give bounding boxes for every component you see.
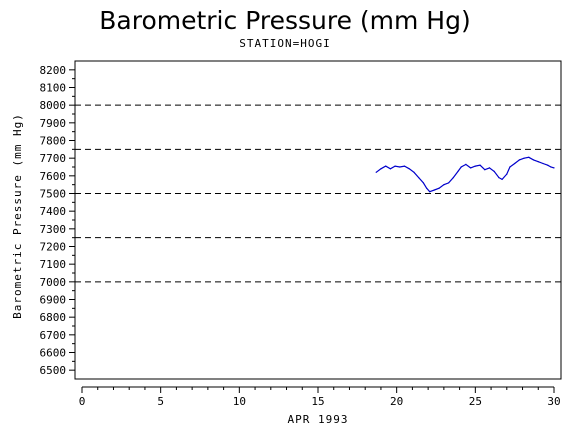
y-tick-label: 7000 (40, 276, 67, 289)
x-tick-label: 20 (390, 395, 403, 408)
series-line (375, 156, 555, 193)
y-tick-label: 6500 (40, 364, 67, 377)
data-point (542, 162, 544, 165)
data-point (429, 191, 431, 193)
data-point (474, 165, 476, 167)
data-point (506, 173, 508, 175)
data-point (465, 163, 467, 165)
data-point (553, 167, 555, 169)
data-point (523, 157, 525, 159)
data-point (438, 187, 440, 189)
data-point (422, 182, 424, 184)
data-point (418, 177, 420, 179)
y-tick-label: 7800 (40, 135, 67, 148)
y-tick-label: 7700 (40, 152, 67, 165)
y-axis-title: Barometric Pressure (mm Hg) (11, 113, 24, 319)
data-point (448, 182, 450, 184)
data-point (426, 187, 428, 189)
data-point (460, 166, 462, 168)
data-point (550, 166, 552, 168)
data-point (509, 166, 511, 168)
data-point (501, 178, 503, 180)
x-tick-label: 10 (233, 395, 246, 408)
y-tick-label: 7100 (40, 258, 67, 271)
chart-title: Barometric Pressure (mm Hg) (99, 6, 471, 35)
x-tick-label: 5 (157, 395, 164, 408)
data-point (413, 171, 415, 173)
y-tick-label: 7500 (40, 188, 67, 201)
data-point (547, 164, 549, 166)
chart-subtitle: STATION=HOGI (239, 37, 331, 50)
y-tick-label: 8200 (40, 64, 67, 77)
data-point (537, 161, 539, 163)
y-tick-label: 8100 (40, 82, 67, 95)
y-tick-label: 6900 (40, 294, 67, 307)
x-tick-label: 30 (547, 395, 560, 408)
data-point (518, 159, 521, 161)
data-point (380, 168, 382, 170)
y-tick-label: 6600 (40, 347, 67, 360)
data-point (452, 177, 454, 179)
x-axis-title: APR 1993 (288, 413, 349, 426)
data-point (433, 189, 435, 191)
data-point (479, 164, 481, 166)
y-tick-label: 7400 (40, 205, 67, 218)
data-point (403, 165, 406, 167)
data-point (385, 165, 387, 167)
data-point (484, 169, 486, 171)
plot-frame (74, 60, 562, 380)
x-tick-label: 0 (79, 395, 86, 408)
data-point (443, 184, 445, 186)
data-point (514, 162, 516, 165)
y-tick-label: 6800 (40, 311, 67, 324)
data-point (498, 177, 500, 179)
y-tick-label: 8000 (40, 99, 67, 112)
y-tick-label: 7900 (40, 117, 67, 130)
data-point (493, 170, 495, 172)
data-point (389, 168, 391, 170)
data-point (528, 156, 530, 158)
data-point (532, 159, 535, 161)
y-tick-label: 7600 (40, 170, 67, 183)
data-point (394, 165, 396, 167)
y-tick-label: 7300 (40, 223, 67, 236)
data-point (408, 168, 410, 170)
data-point (470, 167, 472, 169)
data-point (375, 171, 377, 173)
data-point (457, 170, 459, 172)
data-point (399, 166, 401, 168)
y-tick-label: 7200 (40, 241, 67, 254)
x-tick-label: 25 (469, 395, 482, 408)
y-tick-label: 6700 (40, 329, 67, 342)
x-tick-label: 15 (311, 395, 324, 408)
data-point (488, 167, 491, 169)
